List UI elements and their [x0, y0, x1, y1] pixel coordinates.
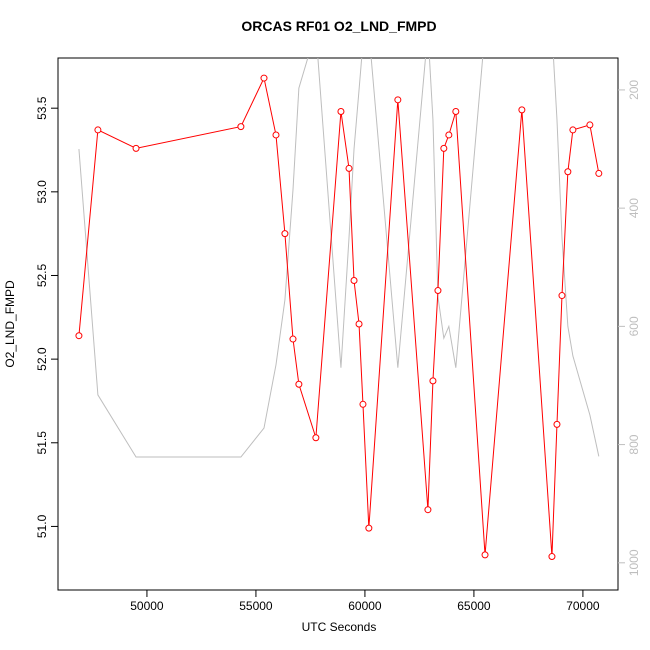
x-tick-label: 55000: [239, 599, 273, 613]
y2-tick-label: 1000: [627, 549, 641, 576]
data-point: [132, 144, 140, 152]
y2-tick-label: 600: [627, 316, 641, 336]
y-tick-label: 53.0: [35, 180, 49, 204]
data-point: [350, 277, 358, 285]
data-point: [260, 74, 268, 82]
data-point: [237, 123, 245, 131]
data-point: [564, 168, 572, 176]
y2-tick-label: 200: [627, 80, 641, 100]
data-point: [272, 131, 280, 139]
data-point: [359, 400, 367, 408]
y-axis-label: O2_LND_FMPD: [3, 280, 17, 368]
data-point: [289, 335, 297, 343]
y-tick-label: 51.0: [35, 514, 49, 538]
x-tick-label: 70000: [566, 599, 600, 613]
x-axis-label: UTC Seconds: [302, 620, 377, 634]
data-point: [75, 332, 83, 340]
data-point: [518, 106, 526, 114]
data-point: [394, 96, 402, 104]
data-point: [355, 320, 363, 328]
data-point: [281, 230, 289, 238]
y2-tick-label: 800: [627, 434, 641, 454]
y-tick-label: 53.5: [35, 96, 49, 120]
data-point: [365, 524, 373, 532]
data-point: [548, 553, 556, 561]
plot-frame: [57, 57, 619, 591]
data-point: [595, 169, 603, 177]
data-point: [312, 434, 320, 442]
chart-title: ORCAS RF01 O2_LND_FMPD: [241, 18, 436, 34]
data-point: [337, 108, 345, 116]
data-point: [558, 292, 566, 300]
series-line: [78, 58, 600, 458]
data-point: [440, 144, 448, 152]
data-point: [345, 164, 353, 172]
data-point: [569, 126, 577, 134]
x-tick-label: 50000: [130, 599, 164, 613]
data-point: [481, 551, 489, 559]
y-tick-label: 52.0: [35, 347, 49, 371]
y2-tick-label: 400: [627, 198, 641, 218]
data-point: [434, 287, 442, 295]
x-tick-label: 65000: [457, 599, 491, 613]
data-point: [424, 506, 432, 514]
data-point: [452, 108, 460, 116]
data-point: [553, 420, 561, 428]
data-point: [429, 377, 437, 385]
data-point: [586, 121, 594, 129]
y-tick-label: 52.5: [35, 263, 49, 287]
y-tick-label: 51.5: [35, 431, 49, 455]
data-point: [295, 380, 303, 388]
series-line: [78, 76, 600, 557]
data-point: [94, 126, 102, 134]
x-tick-label: 60000: [348, 599, 382, 613]
data-point: [445, 131, 453, 139]
plot-area: [75, 58, 603, 561]
